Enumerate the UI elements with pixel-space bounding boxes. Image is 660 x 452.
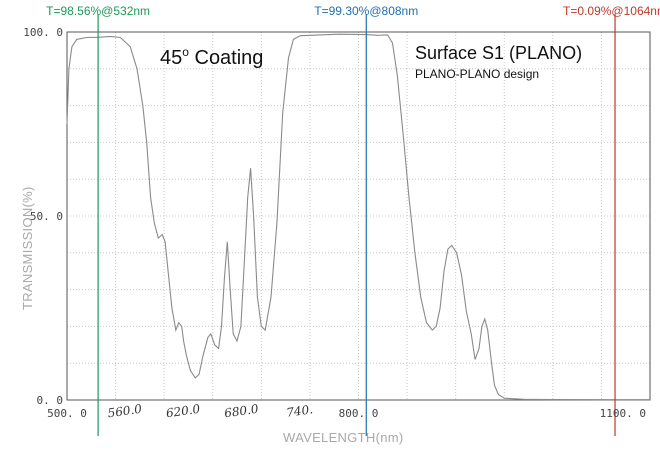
marker-label: T=0.09%@1064nm xyxy=(563,4,660,18)
y-tick-label: 50. 0 xyxy=(30,210,63,223)
x-tick-label: 1100. 0 xyxy=(600,407,646,420)
x-tick-handwritten: 740. xyxy=(285,402,313,420)
plot-frame xyxy=(66,31,651,401)
x-axis-title: WAVELENGTH(nm) xyxy=(283,430,403,445)
design-note: PLANO-PLANO design xyxy=(415,67,539,81)
chart-subtitle: Surface S1 (PLANO) xyxy=(415,43,582,63)
x-tick-handwritten: 680.0 xyxy=(223,402,259,421)
x-tick-handwritten: 620.0 xyxy=(165,402,201,421)
x-tick-handwritten: 560.0 xyxy=(107,402,143,421)
y-tick-label: 0. 0 xyxy=(37,394,64,407)
grid-lines xyxy=(67,32,650,400)
transmission-curve xyxy=(66,33,650,401)
x-tick-label: 800. 0 xyxy=(339,407,379,420)
x-tick-label: 500. 0 xyxy=(47,407,87,420)
marker-label: T=98.56%@532nm xyxy=(46,4,150,18)
y-axis-title: TRANSMISSION(%) xyxy=(20,186,35,310)
chart-title: 45o Coating xyxy=(160,45,263,69)
marker-label: T=99.30%@808nm xyxy=(314,4,418,18)
y-tick-label: 100. 0 xyxy=(23,26,63,39)
marker-lines: T=98.56%@532nm T=99.30%@808nm T=0.09%@1064… xyxy=(46,4,660,436)
